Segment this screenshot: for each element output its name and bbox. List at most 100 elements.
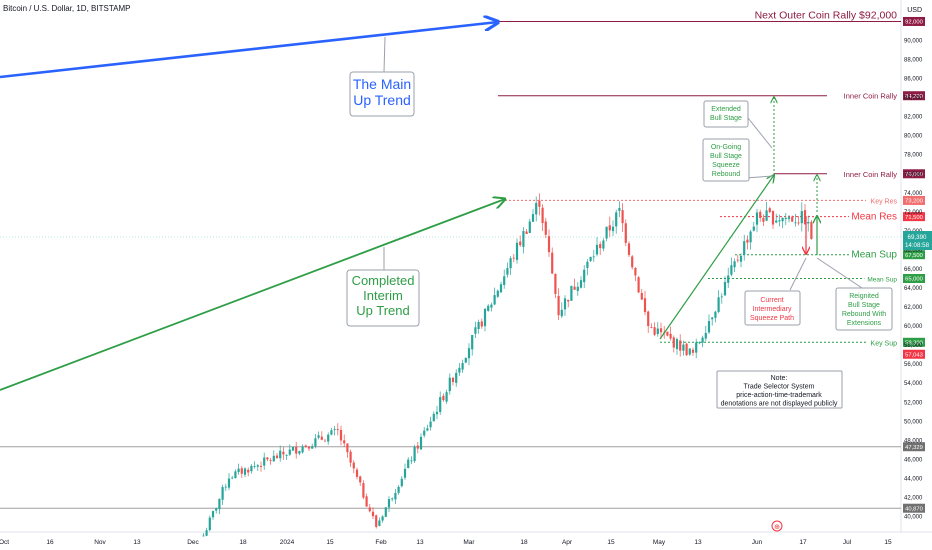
candle-body: [503, 276, 506, 286]
level-badge-grey-47: [903, 442, 925, 452]
x-tick-label: 2024: [280, 539, 295, 546]
candle-body: [371, 511, 375, 517]
level-badge-text: 67,500: [905, 253, 923, 259]
x-tick-label: 13: [416, 539, 424, 546]
candle-body: [253, 466, 256, 467]
squeeze-path-callout: [789, 257, 807, 291]
candle-body: [413, 446, 416, 462]
candle-body: [272, 455, 275, 462]
y-tick-label: 90,000: [904, 39, 923, 45]
candle-body: [243, 468, 247, 475]
candle-body: [791, 216, 794, 222]
x-tick-label: Feb: [375, 539, 387, 546]
candle-body: [599, 244, 602, 249]
note-box[interactable]: Note: Trade Selector System price-action-t…: [716, 370, 843, 409]
candle-body: [359, 476, 362, 483]
candle-body: [439, 397, 442, 412]
candle-body: [218, 498, 221, 510]
candle-body: [640, 293, 643, 300]
candle-body: [707, 321, 711, 333]
candle-body: [320, 436, 323, 440]
x-tick-label: Dec: [187, 539, 199, 546]
candle-body: [317, 435, 320, 438]
tv-logo-icon[interactable]: ⊕: [771, 520, 783, 532]
candle-body: [205, 530, 208, 536]
note-label: Note: Trade Selector System price-action-t…: [721, 375, 838, 408]
candle-body: [711, 317, 714, 320]
ongoing-bull-box[interactable]: On-Going Bull Stage Squeeze Rebound: [702, 138, 750, 182]
y-tick-label: 84,000: [904, 96, 923, 102]
candle-body: [375, 515, 378, 527]
candle-body: [304, 445, 307, 447]
candle-body: [595, 244, 599, 255]
candle-body: [442, 395, 445, 401]
candle-body: [759, 211, 762, 218]
main-trend-callout-line: [383, 36, 386, 73]
level-label-key-sup: Key Sup: [871, 340, 898, 347]
interim-trend-line: [0, 199, 505, 391]
candle-body: [515, 242, 519, 260]
current-path-label: Current Intermediary Squeeze Path: [750, 297, 794, 322]
candle-body: [483, 308, 487, 327]
level-badge-text: 84,200: [905, 94, 923, 100]
level-label-mean-sup-65: Mean Sup: [867, 277, 897, 284]
candle-body: [343, 440, 346, 444]
candle-body: [275, 455, 279, 459]
y-tick-label: 72,000: [904, 210, 923, 216]
candle-body: [525, 231, 528, 234]
candle-body: [432, 413, 435, 422]
candle-body: [538, 200, 541, 207]
current-price-countdown: 14:08:58: [905, 242, 930, 249]
main-trend-label: The Main Up Trend: [353, 76, 411, 108]
candle-body: [803, 210, 807, 225]
candle-body: [352, 462, 355, 469]
candle-body: [240, 468, 243, 474]
candle-body: [679, 340, 682, 351]
candle-body: [775, 220, 778, 223]
candle-body: [397, 486, 400, 493]
candle-body: [592, 256, 595, 258]
candle-body: [445, 392, 448, 402]
candle-body: [554, 273, 557, 294]
candle-body: [727, 275, 730, 283]
x-tick-label: 15: [607, 539, 615, 546]
candle-body: [247, 469, 250, 473]
candle-body: [778, 220, 781, 222]
candle-body: [621, 210, 624, 224]
y-tick-label: 78,000: [904, 153, 923, 159]
candle-body: [461, 363, 464, 370]
candle-body: [746, 239, 749, 243]
current-price-badge: 69,390 14:08:58: [903, 231, 932, 250]
candle-body: [256, 465, 259, 467]
reignited-box[interactable]: Reignited Bull Stage Rebound With Extension…: [835, 287, 893, 331]
candle-body: [208, 517, 211, 531]
candle-body: [618, 208, 621, 211]
level-badge-low: [903, 349, 925, 359]
candle-body: [298, 451, 301, 454]
candle-body: [231, 477, 234, 479]
current-path-box[interactable]: Current Intermediary Squeeze Path: [744, 290, 801, 326]
candle-body: [586, 261, 589, 268]
candle-body: [307, 446, 311, 449]
level-badge-key-res: [903, 195, 925, 205]
candle-body: [602, 240, 605, 249]
candle-body: [730, 265, 733, 275]
candle-body: [426, 428, 429, 431]
candle-body: [672, 337, 675, 348]
candle-body: [768, 208, 771, 213]
candle-body: [391, 498, 394, 500]
y-tick-label: 88,000: [904, 58, 923, 64]
candle-body: [365, 496, 368, 507]
interim-trend-box[interactable]: Completed Interim Up Trend: [346, 269, 420, 327]
candle-body: [269, 460, 272, 461]
candle-body: [237, 468, 240, 473]
main-trend-box[interactable]: The Main Up Trend: [349, 71, 415, 117]
extended-bull-box[interactable]: Extended Bull Stage: [703, 100, 749, 128]
candle-body: [493, 295, 496, 305]
candle-body: [387, 499, 391, 508]
x-tick-label: Apr: [562, 539, 573, 546]
y-tick-label: 62,000: [904, 305, 923, 311]
candle-body: [531, 214, 535, 222]
candle-body: [762, 217, 765, 222]
currency-label: USD: [907, 7, 922, 14]
